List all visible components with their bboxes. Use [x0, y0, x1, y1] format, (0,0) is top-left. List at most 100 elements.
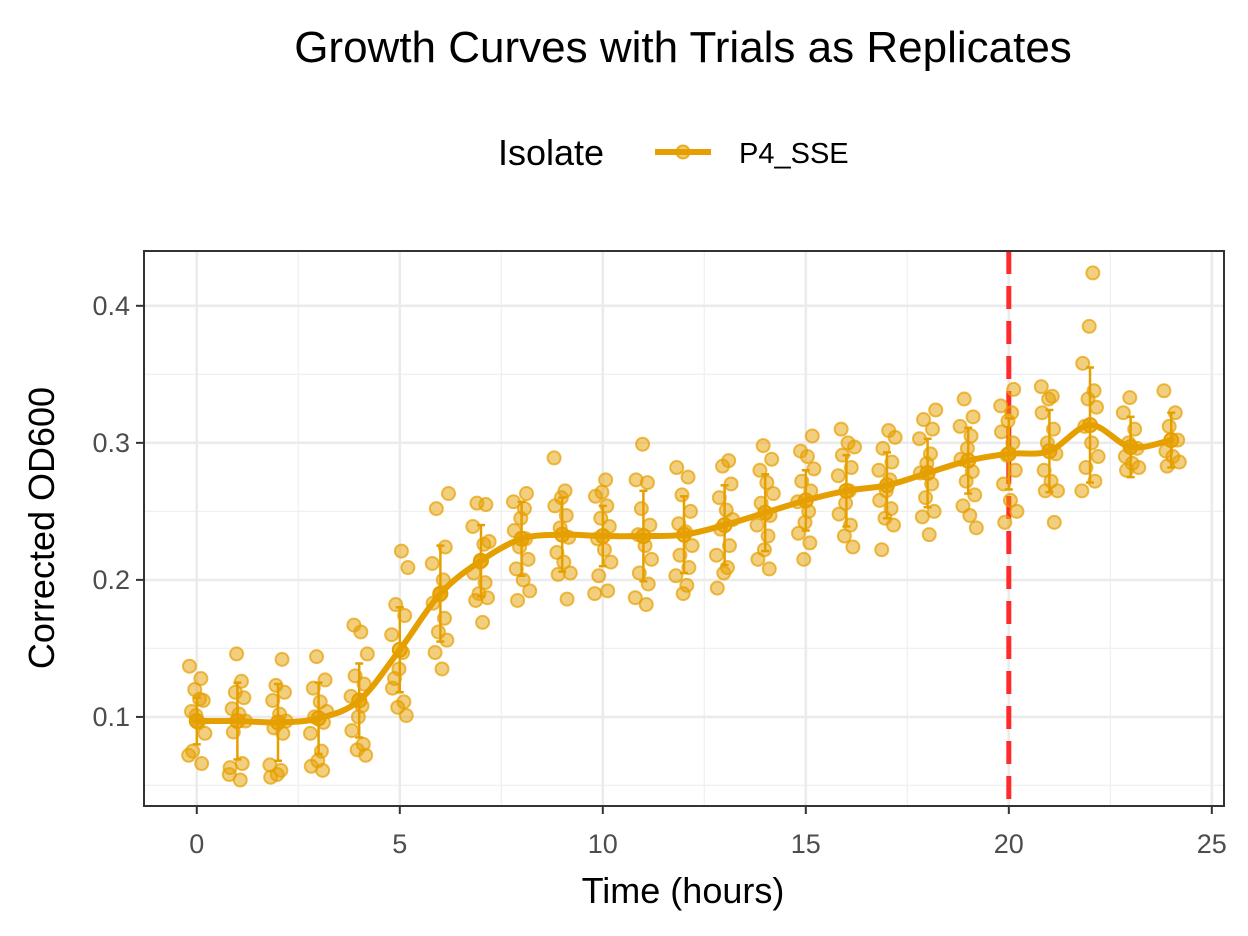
replicate-point: [952, 418, 968, 434]
replicate-point: [755, 438, 771, 454]
replicate-point: [441, 486, 457, 502]
mean-point: [879, 477, 896, 494]
replicate-point: [276, 684, 292, 700]
replicate-point: [669, 460, 685, 476]
replicate-point: [358, 747, 374, 763]
replicate-point: [962, 507, 978, 523]
mean-point: [432, 585, 449, 602]
y-axis: 0.1 0.2 0.3 0.4: [92, 291, 144, 732]
replicate-point: [1081, 318, 1097, 334]
replicate-point: [222, 760, 238, 776]
x-tick-label: 0: [189, 829, 204, 859]
replicate-point: [384, 627, 400, 643]
mean-point: [513, 530, 530, 547]
replicate-point: [309, 649, 325, 665]
replicate-point: [1002, 492, 1018, 508]
replicate-point: [1085, 265, 1101, 281]
replicate-point: [181, 658, 197, 674]
x-tick-label: 5: [392, 829, 407, 859]
replicate-point: [668, 568, 684, 584]
replicate-point: [559, 591, 575, 607]
replicate-point: [804, 428, 820, 444]
replicate-point: [428, 501, 444, 517]
replicate-point: [263, 769, 279, 785]
replicate-point: [721, 538, 737, 554]
replicate-point: [192, 691, 208, 707]
replicate-point: [522, 583, 538, 599]
replicate-point: [197, 725, 213, 741]
replicate-point: [393, 543, 409, 559]
replicate-point: [675, 586, 691, 602]
replicate-point: [1046, 514, 1062, 530]
replicate-point: [715, 458, 731, 474]
replicate-point: [833, 421, 849, 437]
replicate-point: [764, 451, 780, 467]
replicate-point: [1075, 355, 1091, 371]
replicate-point: [684, 538, 700, 554]
replicate-point: [518, 486, 534, 502]
mean-point: [391, 641, 408, 658]
replicate-point: [887, 429, 903, 445]
replicate-point: [1050, 483, 1066, 499]
x-axis: 0 5 10 15 20 25: [189, 806, 1227, 859]
mean-point: [229, 713, 246, 730]
replicate-point: [481, 534, 497, 550]
mean-point: [188, 713, 205, 730]
replicate-point: [916, 412, 932, 428]
replicate-point: [682, 503, 698, 519]
replicate-point: [181, 747, 197, 763]
mean-point: [635, 528, 652, 545]
mean-point: [716, 517, 733, 534]
replicate-point: [520, 551, 536, 567]
replicate-point: [997, 514, 1013, 530]
replicate-point: [968, 520, 984, 536]
replicate-point: [760, 528, 776, 544]
replicate-point: [633, 501, 649, 517]
replicate-point: [965, 409, 981, 425]
replicate-point: [874, 542, 890, 558]
replicate-point: [1074, 483, 1090, 499]
x-axis-label: Time (hours): [582, 870, 785, 911]
replicate-point: [802, 535, 818, 551]
legend-title: Isolate: [498, 132, 604, 173]
replicate-point: [963, 428, 979, 444]
replicate-point: [638, 597, 654, 613]
y-tick-label: 0.1: [92, 702, 130, 732]
replicate-point: [478, 497, 494, 513]
replicate-point: [806, 461, 822, 477]
replicate-point: [627, 590, 643, 606]
replicate-point: [956, 391, 972, 407]
mean-point: [1122, 438, 1139, 455]
mean-point: [757, 504, 774, 521]
y-tick-label: 0.4: [92, 291, 130, 321]
replicate-point: [765, 486, 781, 502]
replicate-point: [317, 672, 333, 688]
mean-point: [269, 714, 286, 731]
replicate-point: [1115, 405, 1131, 421]
replicate-point: [845, 539, 861, 555]
error-bars: [192, 366, 1176, 763]
replicate-point: [831, 506, 847, 522]
mean-point: [594, 528, 611, 545]
replicate-point: [465, 518, 481, 534]
replicate-point: [749, 517, 765, 533]
replicate-point: [359, 646, 375, 662]
replicate-point: [439, 632, 455, 648]
replicate-point: [716, 565, 732, 581]
replicate-point: [587, 488, 603, 504]
y-tick-label: 0.2: [92, 565, 130, 595]
replicate-point: [598, 472, 614, 488]
replicate-point: [924, 421, 940, 437]
replicate-point: [886, 517, 902, 533]
replicate-point: [1156, 383, 1172, 399]
mean-point: [472, 552, 489, 569]
x-tick-label: 20: [994, 829, 1024, 859]
replicate-point: [353, 624, 369, 640]
legend-key: [655, 144, 711, 160]
replicate-point: [750, 551, 766, 567]
replicate-point: [344, 723, 360, 739]
replicate-point: [437, 539, 453, 555]
replicate-point: [761, 561, 777, 577]
replicate-point: [796, 551, 812, 567]
mean-point: [960, 452, 977, 469]
